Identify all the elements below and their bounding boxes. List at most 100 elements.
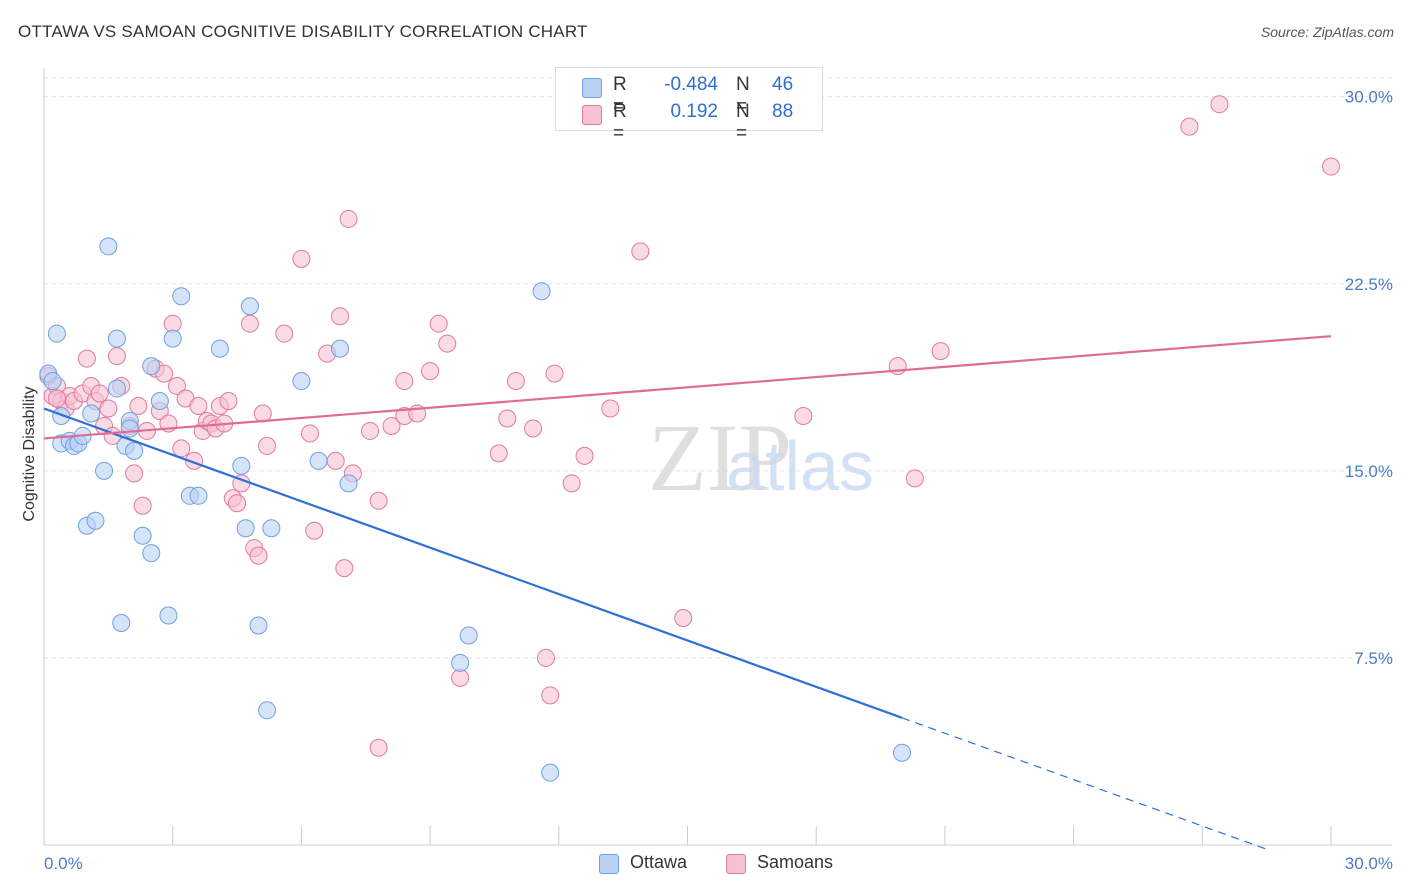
- point-ottawa: [82, 404, 101, 423]
- point-ottawa: [249, 616, 268, 635]
- point-ottawa: [142, 544, 161, 563]
- point-samoans: [163, 314, 182, 333]
- point-samoans: [562, 474, 581, 493]
- legend-r-value-samoans: 0.192: [670, 101, 718, 122]
- point-ottawa: [292, 372, 311, 391]
- y-tick-label: 15.0%: [1345, 462, 1393, 481]
- point-ottawa: [52, 406, 71, 425]
- point-ottawa: [210, 339, 229, 358]
- bottom-legend-samoans: Samoans: [757, 852, 834, 872]
- point-ottawa: [159, 606, 178, 625]
- point-samoans: [524, 419, 543, 438]
- point-samoans: [575, 446, 594, 465]
- point-ottawa: [451, 653, 470, 672]
- point-samoans: [249, 546, 268, 565]
- point-ottawa: [309, 451, 328, 470]
- legend-swatch-ottawa: [582, 78, 602, 98]
- point-samoans: [545, 364, 564, 383]
- point-ottawa: [163, 329, 182, 348]
- watermark: ZIP: [648, 404, 792, 511]
- point-samoans: [1210, 95, 1229, 114]
- axes: [43, 68, 1392, 846]
- y-tick-label: 30.0%: [1345, 88, 1393, 107]
- point-samoans: [219, 392, 238, 411]
- x-tick-label: 30.0%: [1345, 854, 1393, 873]
- point-ottawa: [236, 519, 255, 538]
- chart-source: Source: ZipAtlas.com: [1260, 24, 1394, 40]
- point-ottawa: [459, 626, 478, 645]
- trend-line-ottawa-extension: [901, 717, 1267, 850]
- point-samoans: [331, 307, 350, 326]
- point-ottawa: [120, 419, 139, 438]
- data-points: [39, 95, 1340, 782]
- point-ottawa: [47, 324, 66, 343]
- point-ottawa: [189, 486, 208, 505]
- point-samoans: [99, 399, 118, 418]
- point-samoans: [536, 648, 555, 667]
- point-samoans: [382, 416, 401, 435]
- point-samoans: [361, 421, 380, 440]
- point-ottawa: [95, 461, 114, 480]
- point-samoans: [292, 249, 311, 268]
- legend-r-value-ottawa: -0.484: [664, 74, 718, 95]
- trend-line-ottawa: [43, 407, 903, 719]
- point-samoans: [506, 372, 525, 391]
- legend-box: R = -0.484 N = 46 R = 0.192 N = 88: [555, 67, 823, 144]
- point-samoans: [300, 424, 319, 443]
- point-samoans: [133, 496, 152, 515]
- point-ottawa: [150, 392, 169, 411]
- point-samoans: [931, 342, 950, 361]
- point-samoans: [107, 347, 126, 366]
- point-samoans: [1322, 157, 1340, 176]
- legend-r-label: R =: [613, 101, 627, 144]
- point-samoans: [90, 384, 109, 403]
- point-samoans: [541, 686, 560, 705]
- point-samoans: [438, 334, 457, 353]
- point-samoans: [129, 397, 148, 416]
- grid-lines: [44, 77, 1392, 659]
- point-ottawa: [107, 329, 126, 348]
- point-ottawa: [240, 297, 259, 316]
- point-ottawa: [262, 519, 281, 538]
- trend-line-samoans: [43, 335, 1332, 440]
- watermark-atlas: atlas: [726, 427, 874, 505]
- point-samoans: [172, 439, 191, 458]
- point-samoans: [253, 404, 272, 423]
- point-ottawa: [258, 701, 277, 720]
- point-samoans: [369, 491, 388, 510]
- legend-n-label: N =: [736, 74, 750, 117]
- point-ottawa: [125, 441, 144, 460]
- point-ottawa: [339, 474, 358, 493]
- point-ottawa: [43, 372, 62, 391]
- point-samoans: [1180, 117, 1199, 136]
- y-tick-label: 22.5%: [1345, 275, 1393, 294]
- point-samoans: [395, 372, 414, 391]
- point-samoans: [240, 314, 259, 333]
- point-samoans: [47, 389, 66, 408]
- point-ottawa: [331, 339, 350, 358]
- point-samoans: [275, 324, 294, 343]
- point-samoans: [167, 377, 186, 396]
- chart-title: OTTAWA VS SAMOAN COGNITIVE DISABILITY CO…: [18, 22, 588, 41]
- point-samoans: [429, 314, 448, 333]
- point-samoans: [305, 521, 324, 540]
- point-samoans: [189, 397, 208, 416]
- point-ottawa: [893, 743, 911, 762]
- legend-n-value-samoans: 88: [772, 101, 794, 122]
- point-ottawa: [107, 379, 126, 398]
- y-axis-label: Cognitive Disability: [21, 386, 38, 522]
- point-ottawa: [232, 456, 251, 475]
- point-samoans: [77, 349, 96, 368]
- bottom-legend-ottawa: Ottawa: [630, 852, 688, 872]
- point-ottawa: [99, 237, 118, 256]
- legend-n-value-ottawa: 46: [772, 74, 794, 95]
- point-samoans: [631, 242, 650, 261]
- point-samoans: [228, 494, 247, 513]
- point-samoans: [339, 209, 358, 228]
- legend-swatch-samoans: [582, 105, 602, 125]
- bottom-legend-swatch-samoans: [726, 854, 746, 874]
- point-samoans: [905, 469, 924, 488]
- point-samoans: [326, 451, 345, 470]
- point-ottawa: [541, 763, 560, 782]
